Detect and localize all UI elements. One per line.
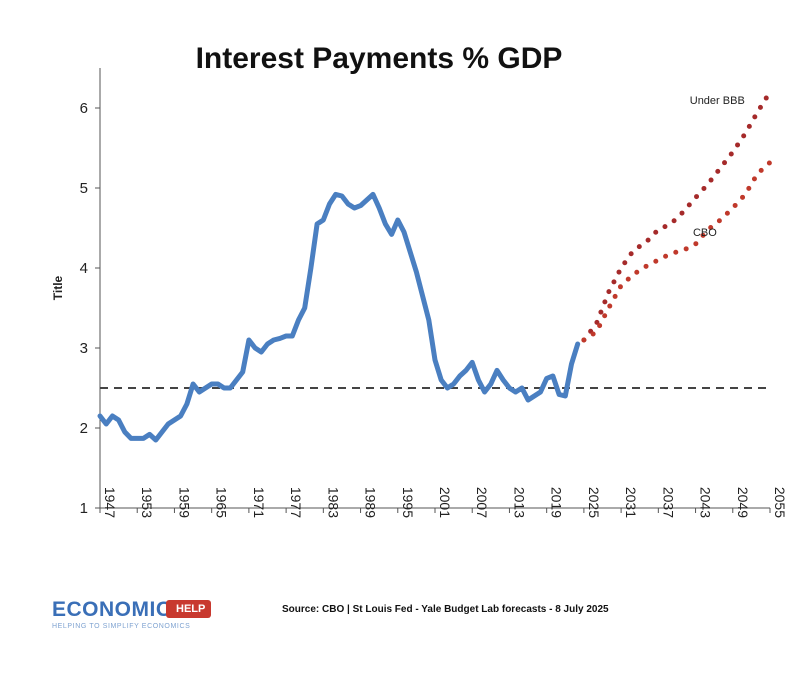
x-tick-label: 2037 xyxy=(660,487,676,518)
y-ticks: 1 2 3 4 5 6 xyxy=(80,100,100,517)
x-tick-label: 1995 xyxy=(400,487,416,518)
x-tick-label: 1947 xyxy=(102,487,118,518)
x-tick-label: 1971 xyxy=(251,487,267,518)
x-tick-label: 2025 xyxy=(586,487,602,518)
economics-help-logo: ECONOMICS HELP HELPING TO SIMPLIFY ECONO… xyxy=(52,598,222,638)
annotation-label: Under BBB xyxy=(690,95,745,107)
logo-tagline: HELPING TO SIMPLIFY ECONOMICS xyxy=(52,623,191,630)
x-ticks: 1947 1953 1959 1965 1971 1977 1983 1989 1995 2001… xyxy=(99,487,788,518)
logo-text: ECONOMICS xyxy=(52,598,187,621)
y-tick-label: 4 xyxy=(80,260,88,277)
x-tick-label: 2031 xyxy=(623,487,639,518)
x-tick-label: 1989 xyxy=(363,487,379,518)
y-axis-label: Title xyxy=(51,275,65,300)
x-tick-label: 1965 xyxy=(214,487,230,518)
x-tick-label: 1977 xyxy=(288,487,304,518)
x-tick-label: 2055 xyxy=(772,487,788,518)
logo-tag: HELP xyxy=(166,600,212,618)
series-layer xyxy=(97,89,773,443)
source-note: Source: CBO | St Louis Fed - Yale Budget… xyxy=(282,604,609,615)
annotations: Under BBB CBO xyxy=(690,95,745,239)
x-tick-label: 2013 xyxy=(511,487,527,518)
x-tick-label: 1983 xyxy=(325,487,341,518)
y-tick-label: 5 xyxy=(80,180,88,197)
x-tick-label: 2001 xyxy=(437,487,453,518)
x-tick-label: 1959 xyxy=(176,487,192,518)
chart-title: Interest Payments % GDP xyxy=(195,42,563,75)
y-tick-label: 6 xyxy=(80,100,88,117)
series-line-cbo xyxy=(581,159,773,343)
x-tick-label: 2007 xyxy=(474,487,490,518)
x-tick-label: 2019 xyxy=(549,487,565,518)
annotation-label: CBO xyxy=(693,227,717,239)
x-tick-label: 1953 xyxy=(139,487,155,518)
axes xyxy=(99,68,770,509)
y-tick-label: 3 xyxy=(80,340,88,357)
x-tick-label: 2049 xyxy=(735,487,751,518)
y-tick-label: 1 xyxy=(80,500,88,517)
x-tick-label: 2043 xyxy=(698,487,714,518)
series-line-historical xyxy=(97,191,581,443)
series-line-under-bbb xyxy=(581,89,773,343)
y-tick-label: 2 xyxy=(80,420,88,437)
